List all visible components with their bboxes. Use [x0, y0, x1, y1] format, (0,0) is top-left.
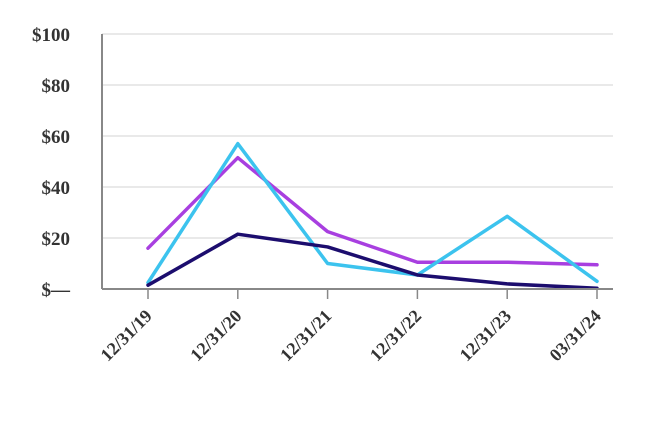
x-tick-label: 03/31/24 [545, 306, 604, 365]
y-tick-label: $80 [42, 76, 71, 97]
series-line-3 [146, 232, 599, 290]
series-line-2 [146, 141, 599, 285]
series-line-1 [146, 155, 599, 267]
y-tick-label: $— [42, 280, 72, 301]
y-tick-label: $20 [42, 229, 71, 250]
gridlines [102, 33, 613, 239]
y-axis-tick-labels: $— $20 $40 $60 $80 $100 [32, 25, 71, 301]
x-tick-label: 12/31/20 [186, 306, 245, 365]
y-tick-label: $40 [42, 178, 71, 199]
y-tick-label: $60 [42, 127, 71, 148]
x-tick-label: 12/31/19 [96, 306, 155, 365]
series-lines [146, 141, 599, 290]
x-axis-tick-labels: 12/31/19 12/31/20 12/31/21 12/31/22 12/31/23… [96, 289, 605, 365]
x-tick-label: 12/31/23 [456, 306, 515, 365]
y-tick-label: $100 [32, 25, 70, 46]
x-tick-label: 12/31/21 [276, 306, 335, 365]
x-tick-label: 12/31/22 [366, 306, 425, 365]
